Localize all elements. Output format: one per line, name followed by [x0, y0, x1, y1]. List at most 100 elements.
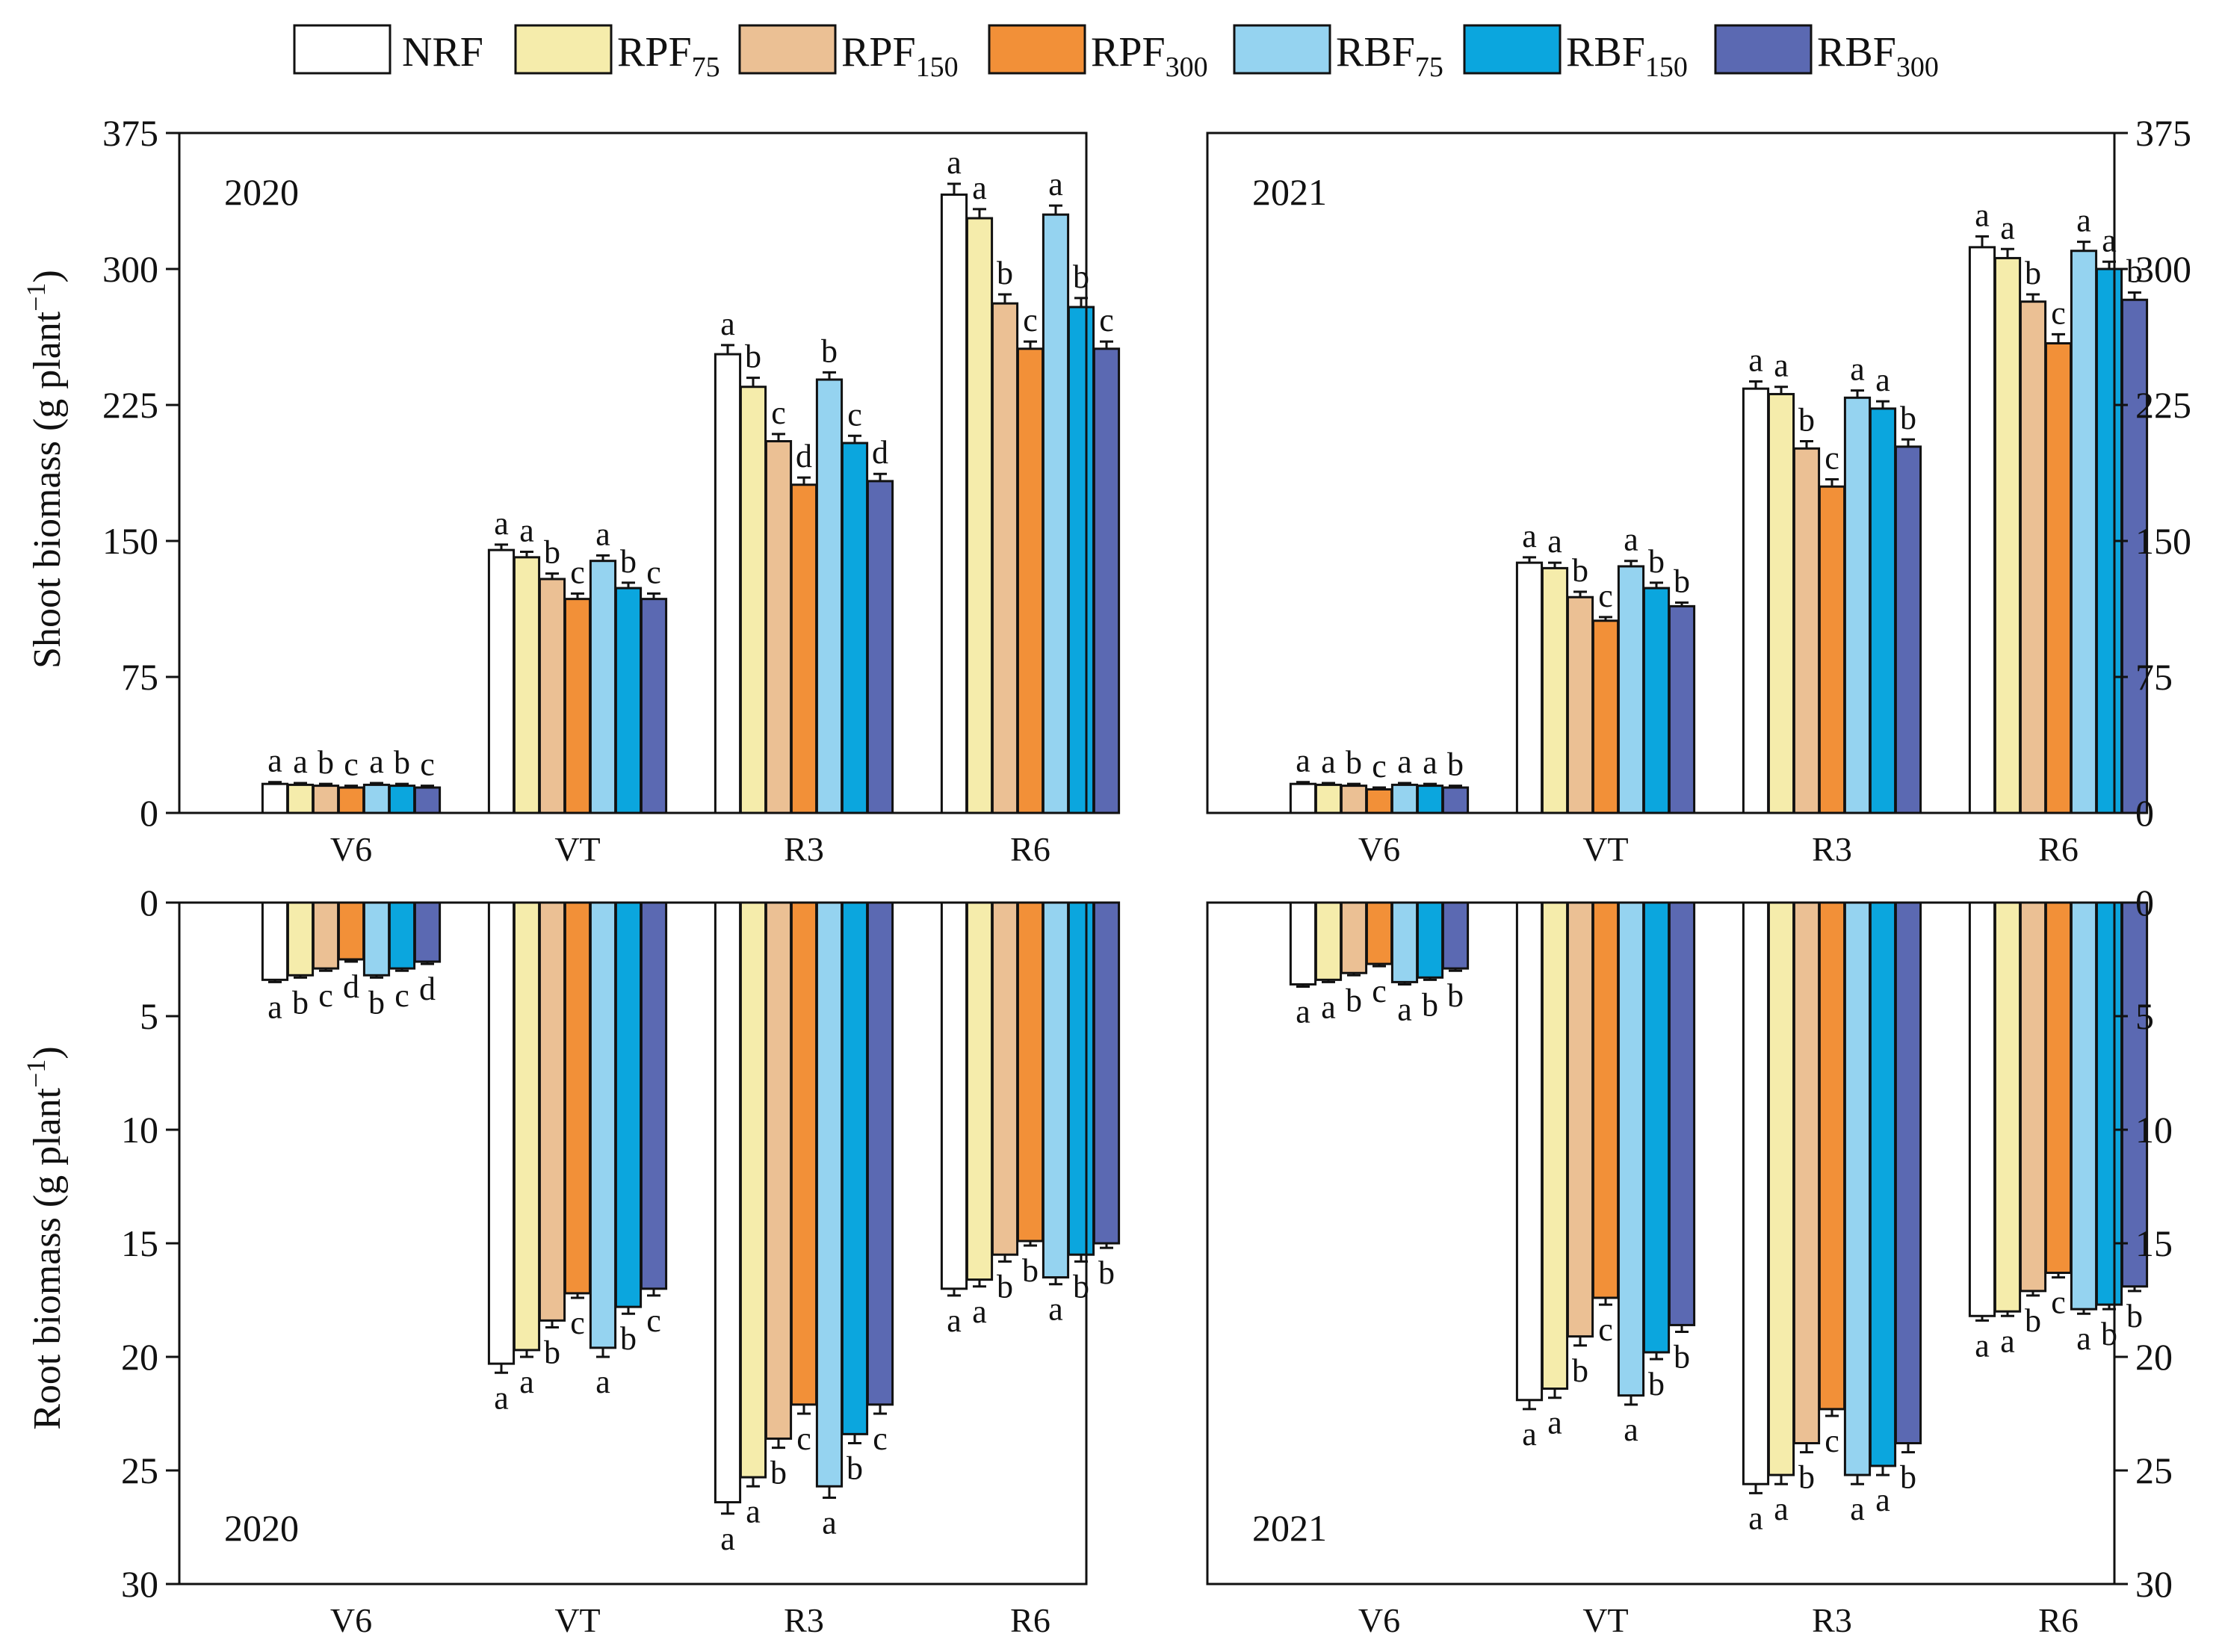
- bar-root-2021-R3-RBF75: [1843, 901, 1872, 1476]
- bar-shoot-2020-R6-RPF150: [991, 302, 1019, 814]
- sig-letter-root-2020-VT-RPF150: b: [544, 1334, 560, 1370]
- bar-root-2021-VT-RPF75: [1541, 901, 1569, 1390]
- bar-root-2020-R3-RPF75: [739, 901, 767, 1479]
- bar-root-2021-R3-RBF300: [1894, 901, 1922, 1445]
- sig-letter-shoot-2020-R3-RPF75: b: [745, 338, 761, 375]
- bar-root-2020-R6-RBF150: [1067, 901, 1095, 1256]
- bar-root-2021-R3-NRF: [1742, 901, 1770, 1485]
- legend-swatch-0: [293, 24, 392, 75]
- sig-letter-root-2021-R3-RPF300: c: [1825, 1423, 1839, 1459]
- sig-letter-shoot-2021-R3-RPF150: b: [1798, 402, 1815, 439]
- sig-letter-shoot-2021-VT-NRF: a: [1522, 518, 1537, 554]
- bar-shoot-2020-VT-RBF150: [614, 587, 643, 814]
- sig-letter-root-2021-R6-NRF: a: [1975, 1327, 1990, 1364]
- sig-letter-shoot-2021-V6-NRF: a: [1296, 743, 1310, 779]
- bar-root-2020-R6-RPF75: [965, 901, 994, 1281]
- bar-root-2021-R6-RPF300: [2044, 901, 2073, 1275]
- bar-root-2020-R3-RPF150: [764, 901, 793, 1440]
- bar-root-2021-R3-RPF300: [1818, 901, 1846, 1411]
- bar-root-2021-R6-RPF150: [2019, 901, 2047, 1293]
- category-label-shoot-2020-VT: VT: [554, 830, 600, 868]
- sig-letter-root-2021-VT-RBF150: b: [1648, 1366, 1665, 1402]
- bar-root-2020-V6-RPF300: [337, 901, 365, 961]
- sig-letter-root-2021-V6-NRF: a: [1296, 993, 1310, 1030]
- legend-label-1: RPF75: [617, 29, 720, 83]
- y-tick-label-root-2021-15: 15: [2135, 1222, 2173, 1264]
- legend-item-6: RBF300: [1714, 24, 1939, 83]
- bar-shoot-2021-R3-RBF300: [1894, 445, 1922, 814]
- sig-letter-shoot-2021-VT-RPF300: c: [1598, 578, 1613, 614]
- sig-letter-root-2020-R6-RPF150: b: [997, 1268, 1013, 1305]
- bar-shoot-2021-R6-RPF150: [2019, 300, 2047, 814]
- bar-shoot-2021-R6-NRF: [1968, 246, 1996, 814]
- y-tick-label-root-2020-0: 0: [140, 882, 158, 924]
- category-label-root-2021-V6: V6: [1358, 1601, 1400, 1639]
- sig-letter-root-2020-VT-RBF150: b: [620, 1320, 637, 1357]
- sig-letter-shoot-2021-VT-RBF300: b: [1674, 563, 1690, 600]
- sig-letter-root-2021-VT-RPF75: a: [1547, 1405, 1562, 1441]
- bar-root-2020-R6-RBF75: [1042, 901, 1070, 1279]
- y-tick-label-root-2020-20: 20: [121, 1336, 158, 1378]
- sig-letter-root-2020-R6-RBF75: a: [1048, 1291, 1063, 1328]
- bar-shoot-2021-VT-RBF150: [1642, 587, 1671, 814]
- bar-shoot-2020-R6-RBF75: [1042, 213, 1070, 814]
- legend-label-0: NRF: [402, 29, 483, 75]
- sig-letter-shoot-2021-R3-RPF300: c: [1825, 439, 1839, 476]
- legend-swatch-4: [1233, 24, 1331, 75]
- sig-letter-root-2020-R3-NRF: a: [720, 1520, 735, 1557]
- category-label-root-2020-VT: VT: [554, 1601, 600, 1639]
- sig-letter-root-2020-V6-RBF75: b: [368, 984, 385, 1021]
- bar-root-2021-VT-RBF150: [1642, 901, 1671, 1354]
- bar-root-2021-V6-RBF300: [1441, 901, 1470, 970]
- sig-letter-shoot-2020-R6-RPF300: c: [1023, 302, 1038, 338]
- sig-letter-root-2020-VT-RPF300: c: [570, 1305, 585, 1341]
- bar-root-2021-VT-RPF300: [1591, 901, 1620, 1299]
- bar-shoot-2020-V6-RPF300: [337, 786, 365, 814]
- sig-letter-shoot-2021-V6-RBF75: a: [1397, 743, 1412, 780]
- category-label-root-2021-R6: R6: [2038, 1601, 2079, 1639]
- sig-letter-root-2020-VT-RBF300: c: [646, 1302, 661, 1339]
- bar-root-2020-R3-NRF: [714, 901, 742, 1504]
- year-label-shoot-2021: 2021: [1252, 171, 1327, 213]
- sig-letter-shoot-2020-V6-RPF300: c: [344, 746, 359, 783]
- bar-root-2021-R6-NRF: [1968, 901, 1996, 1317]
- y-tick-label-shoot-2020-0: 0: [140, 792, 158, 834]
- bar-shoot-2020-V6-RPF150: [312, 785, 340, 814]
- bar-shoot-2020-R6-NRF: [940, 194, 968, 814]
- bar-shoot-2020-R3-RBF300: [866, 480, 894, 814]
- sig-letter-shoot-2021-R3-RBF75: a: [1850, 351, 1865, 388]
- sig-letter-shoot-2021-R3-NRF: a: [1748, 341, 1763, 378]
- frame-shoot-2021: [1206, 132, 2116, 814]
- category-label-root-2020-V6: V6: [330, 1601, 372, 1639]
- sig-letter-root-2020-R6-RPF75: a: [972, 1293, 987, 1330]
- bar-root-2020-VT-RPF300: [563, 901, 592, 1295]
- bar-shoot-2021-V6-RPF75: [1314, 783, 1343, 814]
- bar-shoot-2021-R6-RPF300: [2044, 341, 2073, 814]
- year-label-shoot-2020: 2020: [224, 171, 299, 213]
- bar-shoot-2020-R3-RPF300: [790, 483, 818, 814]
- bar-shoot-2021-V6-RBF75: [1390, 783, 1419, 814]
- y-tick-label-shoot-2020-300: 300: [102, 248, 158, 290]
- sig-letter-shoot-2020-R3-RPF300: d: [796, 438, 812, 474]
- bar-root-2021-R3-RPF150: [1792, 901, 1821, 1445]
- bar-shoot-2020-R3-RPF150: [764, 440, 793, 814]
- y-tick-label-root-2020-5: 5: [140, 995, 158, 1037]
- bar-root-2021-V6-RBF75: [1390, 901, 1419, 983]
- sig-letter-shoot-2021-R6-RPF150: b: [2025, 255, 2041, 291]
- y-tick-label-root-2021-30: 30: [2135, 1563, 2173, 1605]
- sig-letter-shoot-2021-R3-RBF150: a: [1875, 362, 1890, 398]
- bar-root-2021-R6-RBF75: [2070, 901, 2098, 1311]
- bar-shoot-2020-R3-RBF75: [815, 378, 844, 814]
- y-tick-label-shoot-2020-225: 225: [102, 384, 158, 426]
- sig-letter-root-2020-R3-RPF75: a: [746, 1493, 761, 1529]
- bar-root-2021-R6-RBF300: [2120, 901, 2149, 1288]
- bar-shoot-2021-R3-RPF300: [1818, 485, 1846, 814]
- sig-letter-shoot-2021-R3-RBF300: b: [1900, 400, 1916, 436]
- bar-root-2020-VT-RPF150: [538, 901, 566, 1322]
- legend-item-5: RBF150: [1463, 24, 1688, 83]
- sig-letter-root-2021-R3-RPF150: b: [1798, 1459, 1815, 1496]
- legend-item-2: RPF150: [738, 24, 959, 83]
- sig-letter-root-2020-R3-RPF300: c: [796, 1420, 811, 1457]
- sig-letter-root-2021-R6-RPF300: c: [2051, 1284, 2066, 1321]
- sig-letter-root-2020-V6-RBF300: d: [419, 971, 436, 1007]
